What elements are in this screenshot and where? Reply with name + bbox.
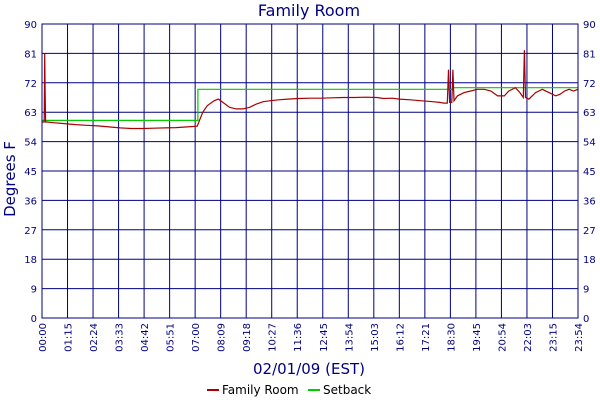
y-tick-label-right: 63: [583, 108, 596, 119]
y-tick-label-right: 18: [583, 255, 596, 266]
series-layer: [42, 50, 579, 130]
y-tick-label-right: 90: [583, 20, 596, 31]
y-axis-title: Degrees F: [1, 141, 19, 217]
x-axis-title: 02/01/09 (EST): [253, 360, 365, 378]
x-tick-label: 23:54: [574, 323, 585, 352]
x-tick-label: 07:00: [191, 323, 202, 352]
x-tick-label: 16:12: [395, 323, 406, 352]
y-tick-label-right: 45: [583, 167, 596, 178]
x-tick-label: 05:51: [166, 323, 177, 352]
x-tick-label: 11:36: [293, 323, 304, 352]
plot-frame: [41, 23, 579, 319]
x-tick-label: 18:30: [446, 323, 457, 352]
y-axis-right: 0 9 18 27 36 45 54 63 72 81 90: [583, 20, 596, 325]
y-tick-label-left: 36: [24, 196, 37, 207]
x-tick-label: 15:03: [370, 323, 381, 352]
y-tick-label-left: 45: [24, 167, 37, 178]
x-tick-label: 09:18: [242, 323, 253, 352]
legend: Family Room Setback: [207, 383, 371, 397]
x-tick-label: 00:00: [38, 323, 49, 352]
x-tick-label: 02:24: [89, 323, 100, 352]
x-tick-label: 12:45: [319, 323, 330, 352]
x-tick-label: 04:42: [140, 323, 151, 352]
x-tick-label: 01:15: [64, 323, 75, 352]
y-tick-label-right: 36: [583, 196, 596, 207]
y-tick-label-right: 27: [583, 226, 596, 237]
y-tick-label-left: 63: [24, 108, 37, 119]
y-tick-label-left: 9: [31, 285, 37, 296]
series-line-family-room: [42, 50, 579, 130]
y-tick-label-left: 18: [24, 255, 37, 266]
y-tick-label-right: 72: [583, 79, 596, 90]
y-tick-label-right: 54: [583, 138, 596, 149]
x-tick-label: 23:15: [548, 323, 559, 352]
x-tick-label: 08:09: [217, 323, 228, 352]
y-tick-label-left: 0: [31, 314, 37, 325]
x-tick-label: 22:03: [523, 323, 534, 352]
y-tick-label-right: 0: [583, 314, 589, 325]
x-tick-label: 19:45: [472, 323, 483, 352]
y-tick-label-left: 54: [24, 138, 37, 149]
y-tick-label-right: 9: [583, 285, 589, 296]
x-tick-label: 10:27: [268, 323, 279, 352]
x-axis: 00:00 01:15 02:24 03:33 04:42 05:51 07:00 08:09…: [38, 323, 585, 352]
x-tick-label: 20:54: [497, 323, 508, 352]
x-tick-label: 03:33: [115, 323, 126, 352]
y-tick-label-right: 81: [583, 49, 596, 60]
legend-label: Setback: [323, 383, 371, 397]
y-tick-label-left: 81: [24, 49, 37, 60]
y-axis-left: 0 9 18 27 36 45 54 63 72 81 90: [24, 20, 37, 325]
y-tick-label-left: 27: [24, 226, 37, 237]
legend-label: Family Room: [222, 383, 299, 397]
series-line-setback: [42, 87, 578, 121]
chart-title: Family Room: [258, 1, 360, 20]
x-tick-label: 17:21: [421, 323, 432, 352]
x-tick-label: 13:54: [344, 323, 355, 352]
y-tick-label-left: 90: [24, 20, 37, 31]
y-tick-label-left: 72: [24, 79, 37, 90]
